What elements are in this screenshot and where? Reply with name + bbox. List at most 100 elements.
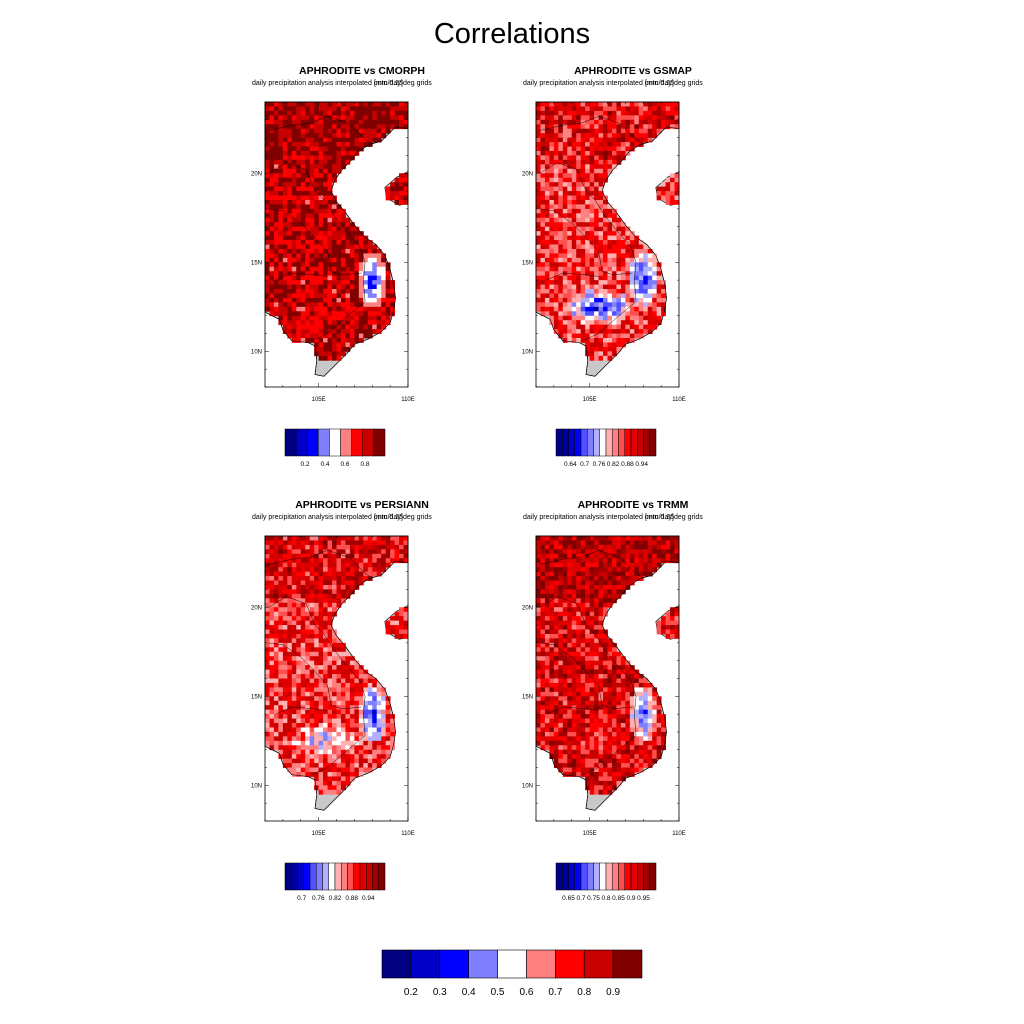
field-cell xyxy=(367,110,373,116)
field-cell xyxy=(656,306,662,312)
field-cell xyxy=(403,199,409,205)
field-cell xyxy=(381,262,387,268)
field-cell xyxy=(340,674,346,679)
field-cell xyxy=(616,297,622,303)
field-cell xyxy=(634,540,640,546)
field-cell xyxy=(674,620,680,626)
field-cell xyxy=(282,168,288,174)
field-cell xyxy=(670,173,675,179)
field-cell xyxy=(381,289,387,294)
field-cell xyxy=(576,558,582,564)
field-cell xyxy=(358,558,364,564)
field-cell xyxy=(603,351,608,357)
field-cell xyxy=(318,235,324,241)
field-cell xyxy=(558,173,564,179)
field-cell xyxy=(576,217,582,223)
field-cell xyxy=(553,553,559,559)
field-cell xyxy=(544,696,550,702)
field-cell xyxy=(589,562,595,568)
field-cell xyxy=(376,329,382,334)
field-cell xyxy=(332,146,337,152)
field-cell xyxy=(567,231,573,236)
field-cell xyxy=(273,576,279,581)
field-cell xyxy=(656,320,662,326)
field-cell xyxy=(273,222,279,228)
field-cell xyxy=(562,324,568,330)
field-cell xyxy=(287,629,293,635)
field-cell xyxy=(278,195,284,201)
field-cell xyxy=(562,271,568,277)
field-cell xyxy=(562,191,568,196)
field-cell xyxy=(643,275,649,281)
field-cell xyxy=(296,647,302,653)
field-cell xyxy=(345,329,351,334)
field-cell xyxy=(589,164,595,170)
field-cell xyxy=(394,115,400,121)
field-cell xyxy=(327,333,333,339)
field-cell xyxy=(327,186,333,192)
field-cell xyxy=(643,320,649,326)
field-cell xyxy=(318,611,324,617)
field-cell xyxy=(309,647,315,653)
field-cell xyxy=(625,124,631,130)
field-cell xyxy=(309,217,315,223)
field-cell xyxy=(354,718,360,724)
field-cell xyxy=(598,620,604,626)
field-cell xyxy=(594,222,599,228)
field-cell xyxy=(598,150,604,156)
field-cell xyxy=(323,208,328,214)
field-cell xyxy=(363,333,369,339)
field-cell xyxy=(282,758,288,764)
field-cell xyxy=(314,235,320,241)
field-cell xyxy=(345,235,351,241)
field-cell xyxy=(625,262,631,268)
colorbar-label: 0.6 xyxy=(340,461,349,468)
field-cell xyxy=(611,302,617,308)
field-cell xyxy=(594,213,599,219)
field-cell xyxy=(269,642,275,648)
field-cell xyxy=(323,763,328,768)
field-cell xyxy=(318,567,324,573)
field-cell xyxy=(345,553,351,559)
field-cell xyxy=(305,128,311,134)
field-cell xyxy=(616,235,622,241)
field-cell xyxy=(282,182,288,188)
field-cell xyxy=(273,647,279,653)
field-cell xyxy=(340,266,346,272)
field-cell xyxy=(553,253,559,259)
field-cell xyxy=(580,302,586,308)
field-cell xyxy=(265,240,270,245)
field-cell xyxy=(309,536,315,541)
field-cell xyxy=(594,306,599,312)
field-cell xyxy=(282,723,288,728)
field-cell xyxy=(589,682,595,688)
field-cell xyxy=(340,642,346,648)
field-cell xyxy=(674,553,680,559)
field-cell xyxy=(567,584,573,590)
field-cell xyxy=(349,342,355,348)
field-cell xyxy=(340,687,346,693)
field-cell xyxy=(327,638,333,644)
field-cell xyxy=(656,293,662,299)
field-cell xyxy=(652,536,658,541)
field-cell xyxy=(661,102,666,107)
field-cell xyxy=(571,598,577,604)
field-cell xyxy=(643,687,649,693)
field-cell xyxy=(549,186,555,192)
field-cell xyxy=(309,253,315,259)
field-cell xyxy=(544,213,550,219)
field-cell xyxy=(305,647,311,653)
field-cell xyxy=(296,620,302,626)
field-cell xyxy=(296,576,302,581)
field-cell xyxy=(340,727,346,733)
field-cell xyxy=(598,266,604,272)
field-cell xyxy=(562,262,568,268)
field-cell xyxy=(327,580,333,586)
field-cell xyxy=(598,553,604,559)
field-cell xyxy=(376,727,382,733)
field-cell xyxy=(349,155,355,161)
field-cell xyxy=(576,656,582,662)
field-cell xyxy=(273,598,279,604)
field-cell xyxy=(647,549,653,555)
field-cell xyxy=(656,195,662,201)
